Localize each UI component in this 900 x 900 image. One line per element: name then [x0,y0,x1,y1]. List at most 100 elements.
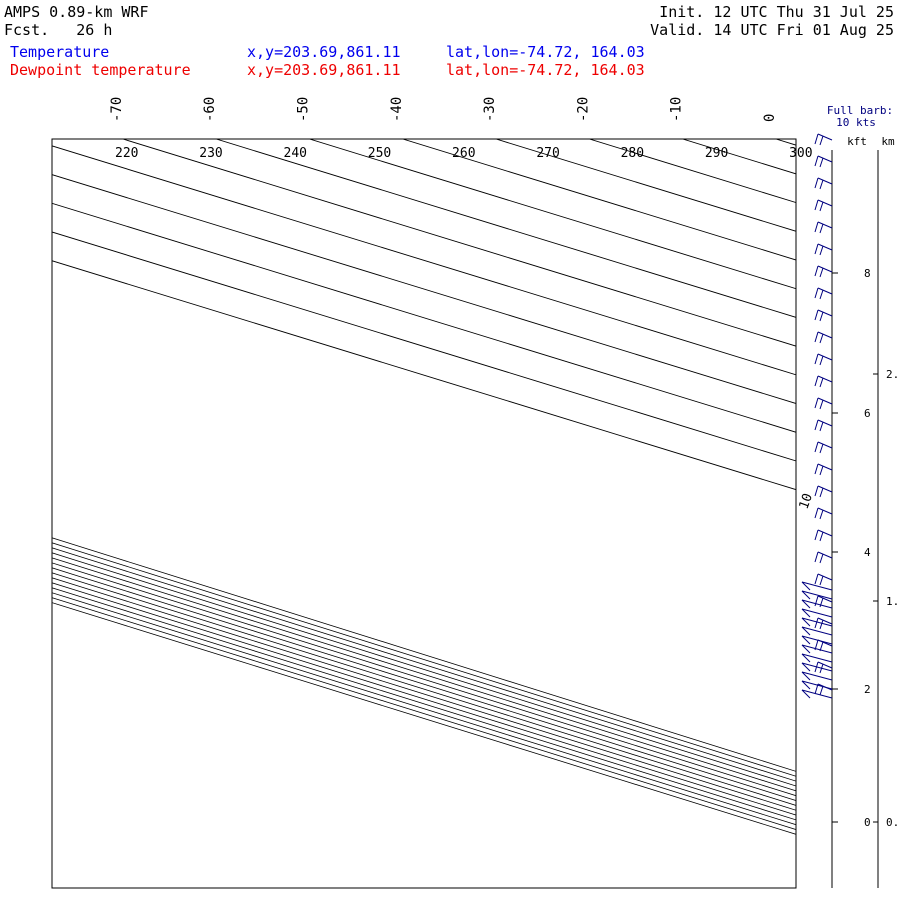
wind-barb-staff [817,177,833,185]
dry-adiabat-label: 220 [115,146,138,161]
forecast-hour: Fcst. 26 h [4,22,112,39]
wind-barb [814,353,833,366]
wind-barb-flag [819,421,824,432]
wind-barb-flag [801,662,811,672]
wind-barb [814,551,833,564]
wind-barb-flag [814,375,819,387]
wind-barb [814,265,833,278]
wind-barb-flag [819,399,824,410]
wind-barb-flag [819,245,824,256]
wind-barb-flag [801,644,811,654]
dry-adiabat-label: 280 [621,146,644,161]
wind-barb-flag [801,689,811,699]
wind-barb-staff [817,661,833,669]
wind-barb-flag [814,551,819,563]
wind-barb-flag [814,265,819,277]
wind-barb-staff [817,485,833,493]
wind-barb [814,617,833,630]
dry-adiabat [52,537,796,772]
wind-barb-flag [814,441,819,453]
barb-note-title: Full barb: [827,104,893,117]
wind-barb-flag [819,179,824,190]
kft-tick-label: 2 [864,683,871,696]
legend-dewpoint-xy: x,y=203.69,861.11 [247,61,401,79]
wind-barb-staff [817,529,833,537]
wind-barb-flag [814,287,819,299]
wind-barb-flag [814,309,819,321]
wind-barb-staff [801,608,833,618]
legend-temperature-xy: x,y=203.69,861.11 [247,43,401,61]
wind-barb-flag [819,377,824,388]
temperature-label: -50 [296,97,312,122]
dry-adiabat [52,582,796,816]
wind-barb-staff [801,644,833,654]
wind-barb-staff [817,441,833,449]
fcst-label: Fcst. [4,21,50,39]
wind-barb-flag [814,419,819,431]
wind-barb-flag [819,289,824,300]
wind-barb [814,375,833,388]
valid-time: Valid. 14 UTC Fri 01 Aug 25 [650,21,894,39]
wind-barb-flag [801,680,811,690]
wind-barb-flag [819,685,824,696]
temperature-label: 0 [762,114,778,122]
kft-tick-label: 8 [864,267,871,280]
wind-barb-staff [817,133,833,141]
dry-adiabat-label: 230 [199,146,222,161]
wind-barb-staff [817,551,833,559]
wind-barb-flag [814,353,819,365]
wind-barb-staff [817,221,833,229]
wind-barb-flag [801,599,811,609]
wind-barb-staff [817,573,833,581]
temperature-label: -20 [575,97,591,122]
legend-dewpoint-latlon: lat,lon=-74.72, 164.03 [446,61,645,79]
wind-barb-staff [801,599,833,609]
wind-barb [814,485,833,498]
dry-adiabat-label: 250 [368,146,391,161]
wind-barb-flag [819,575,824,586]
chart-title: AMPS 0.89-km WRF [4,3,149,21]
dry-adiabat [52,602,796,835]
dry-adiabat [52,557,796,792]
wind-barb-flag [814,133,819,145]
wind-barb-flag [814,617,819,629]
wind-barb-flag [814,331,819,343]
dry-adiabat-label: 290 [705,146,728,161]
dry-adiabat-label: 300 [789,146,812,161]
wind-barb-staff [801,590,833,600]
wind-barb [801,608,833,618]
wind-barb [814,177,833,190]
wind-barb-label: 10 [797,492,816,512]
wind-barb-flag [819,465,824,476]
legend-temperature-latlon: lat,lon=-74.72, 164.03 [446,43,645,61]
kft-label: kft [847,135,867,148]
wind-barb [801,590,833,600]
wind-barb-staff [801,680,833,690]
wind-barb [814,309,833,322]
dry-adiabat [52,572,796,806]
barb-note-value: 10 kts [836,116,876,129]
temperature-label: -40 [389,97,405,122]
wind-barb-staff [801,653,833,663]
wind-barb [801,671,833,681]
wind-barb-flag [814,199,819,211]
isotherm-line [52,174,796,404]
wind-barb-flag [814,485,819,497]
km-tick-label: 0. [886,816,899,829]
wind-barb [814,441,833,454]
wind-barb-flag [814,177,819,189]
kft-tick-label: 0 [864,816,871,829]
wind-barb-flag [819,201,824,212]
wind-barb-flag [814,683,819,695]
wind-barb [814,331,833,344]
isotherm-line [309,139,796,290]
wind-barb-flag [801,590,811,600]
wind-barb [801,680,833,690]
temperature-label: -10 [669,97,685,122]
wind-barb-flag [819,531,824,542]
temperature-label: -70 [109,97,125,122]
wind-barb [801,626,833,636]
isotherm-line [52,202,796,433]
